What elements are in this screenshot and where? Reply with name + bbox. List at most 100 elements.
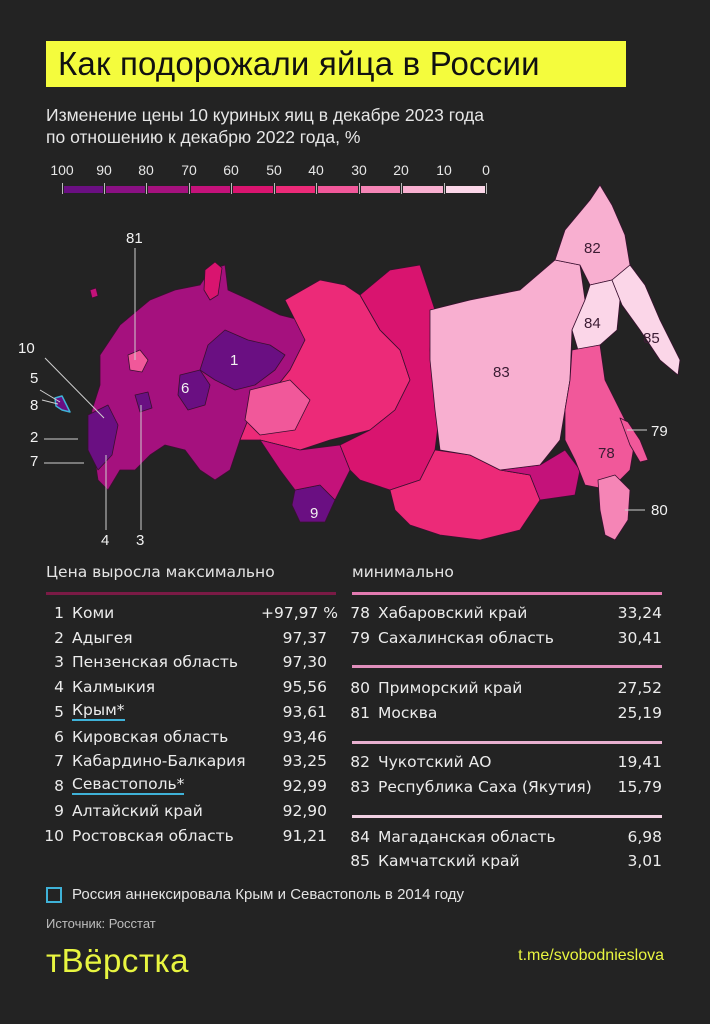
row-value: 25,19 bbox=[617, 704, 662, 722]
legend-tick-10: 10 bbox=[436, 162, 452, 178]
row-region: Алтайский край bbox=[72, 802, 203, 820]
row-rank: 4 bbox=[54, 678, 64, 696]
min-row: 78 Хабаровский край 33,24 bbox=[346, 602, 662, 624]
max-row: 9 Алтайский край 92,90 bbox=[40, 800, 327, 822]
row-value: 93,61 bbox=[282, 703, 327, 721]
legend-tick-mark bbox=[146, 183, 147, 194]
row-value: 92,90 bbox=[282, 802, 327, 820]
legend-swatch-80-90 bbox=[106, 186, 145, 193]
leader-10 bbox=[44, 357, 105, 419]
row-rank: 79 bbox=[350, 629, 370, 647]
legend-tick-mark bbox=[486, 183, 487, 194]
row-value: 19,41 bbox=[617, 753, 662, 771]
leader-8 bbox=[41, 399, 59, 405]
row-region: Москва bbox=[378, 704, 438, 722]
map-svg bbox=[39, 184, 681, 541]
legend-swatch-50-60 bbox=[233, 186, 273, 193]
region-moscow bbox=[127, 349, 149, 373]
legend-swatch-90-100 bbox=[64, 186, 103, 193]
map-label-6: 6 bbox=[181, 380, 190, 397]
legend-tick-0: 0 bbox=[482, 162, 490, 178]
map-label-80: 80 bbox=[651, 502, 668, 519]
legend-tick-mark bbox=[231, 183, 232, 194]
annexation-outline-icon bbox=[46, 886, 62, 903]
row-region: Приморский край bbox=[378, 679, 523, 697]
legend-tick-40: 40 bbox=[308, 162, 324, 178]
max-section-title: Цена выросла максимально bbox=[46, 563, 275, 581]
min-section-rule bbox=[352, 592, 662, 595]
channel-link[interactable]: t.me/svobodnieslova bbox=[518, 947, 664, 964]
min-row: 82 Чукотский АО 19,41 bbox=[346, 751, 662, 773]
row-rank: 81 bbox=[350, 704, 370, 722]
legend-tick-30: 30 bbox=[351, 162, 367, 178]
color-legend: 100 90 80 70 60 50 40 30 20 10 0 bbox=[44, 162, 494, 202]
map-label-78: 78 bbox=[598, 445, 615, 462]
subtitle-line-2: по отношению к декабрю 2022 года, % bbox=[46, 127, 361, 147]
map-label-3: 3 bbox=[136, 532, 145, 549]
legend-tick-60: 60 bbox=[223, 162, 239, 178]
max-row: 4 Калмыкия 95,56 bbox=[40, 676, 327, 698]
row-region-annexed: Севастополь* bbox=[72, 775, 185, 795]
row-region: Хабаровский край bbox=[378, 604, 528, 622]
region-south-siberia bbox=[259, 439, 351, 501]
row-rank: 1 bbox=[54, 604, 64, 622]
max-section-rule bbox=[46, 592, 336, 595]
row-value: 97,30 bbox=[282, 653, 327, 671]
row-value: 91,21 bbox=[282, 827, 327, 845]
legend-swatch-20-30 bbox=[361, 186, 400, 193]
row-region: Ростовская область bbox=[72, 827, 234, 845]
max-row: 8 Севастополь* 92,99 bbox=[40, 775, 327, 797]
subtitle-line-1: Изменение цены 10 куриных яиц в декабре … bbox=[46, 105, 485, 125]
legend-tick-90: 90 bbox=[96, 162, 112, 178]
row-region: Адыгея bbox=[72, 629, 133, 647]
legend-tick-mark bbox=[189, 183, 190, 194]
row-region: Магаданская область bbox=[378, 828, 556, 846]
row-value: 93,25 bbox=[282, 752, 327, 770]
region-magadan bbox=[571, 279, 621, 351]
legend-tick-mark bbox=[274, 183, 275, 194]
title-banner: Как подорожали яйца в России bbox=[46, 41, 626, 87]
map-label-79: 79 bbox=[651, 423, 668, 440]
row-region: Пензенская область bbox=[72, 653, 239, 671]
region-chukotka bbox=[554, 184, 631, 286]
row-region-annexed: Крым* bbox=[72, 701, 125, 721]
row-value: 33,24 bbox=[617, 604, 662, 622]
map-label-10: 10 bbox=[18, 340, 35, 357]
row-rank: 80 bbox=[350, 679, 370, 697]
max-row: 1 Коми +97,97 % bbox=[40, 602, 338, 624]
row-value: 3,01 bbox=[627, 852, 662, 870]
region-kaliningrad bbox=[89, 287, 99, 299]
row-value: 6,98 bbox=[627, 828, 662, 846]
legend-tick-mark bbox=[444, 183, 445, 194]
legend-swatch-60-70 bbox=[191, 186, 230, 193]
row-rank: 78 bbox=[350, 604, 370, 622]
row-rank: 10 bbox=[44, 827, 64, 845]
region-komi bbox=[199, 329, 286, 391]
max-row: 3 Пензенская область 97,30 bbox=[40, 651, 327, 673]
subtitle: Изменение цены 10 куриных яиц в декабре … bbox=[46, 104, 606, 148]
row-value: +97,97 % bbox=[260, 604, 338, 622]
region-tyumen bbox=[244, 379, 311, 436]
source-label: Источник: Росстат bbox=[46, 916, 156, 931]
row-region: Кабардино-Балкария bbox=[72, 752, 246, 770]
row-region: Калмыкия bbox=[72, 678, 156, 696]
row-value: 95,56 bbox=[282, 678, 327, 696]
region-krasnoyarsk bbox=[339, 264, 441, 491]
leader-5 bbox=[39, 389, 61, 403]
min-row: 79 Сахалинская область 30,41 bbox=[346, 627, 662, 649]
min-row: 80 Приморский край 27,52 bbox=[346, 677, 662, 699]
legend-tick-100: 100 bbox=[50, 162, 74, 178]
map-label-84: 84 bbox=[584, 315, 601, 332]
map-label-5: 5 bbox=[30, 370, 39, 387]
row-value: 15,79 bbox=[617, 778, 662, 796]
map-label-85: 85 bbox=[643, 330, 660, 347]
row-region: Республика Саха (Якутия) bbox=[378, 778, 592, 796]
max-row: 7 Кабардино-Балкария 93,25 bbox=[40, 750, 327, 772]
annexation-note-text: Россия аннексировала Крым и Севастополь … bbox=[72, 886, 465, 903]
row-rank: 6 bbox=[54, 728, 64, 746]
region-kirov bbox=[177, 369, 211, 411]
map-label-83: 83 bbox=[493, 364, 510, 381]
min-row: 81 Москва 25,19 bbox=[346, 702, 662, 724]
map-label-4: 4 bbox=[101, 532, 110, 549]
max-row: 6 Кировская область 93,46 bbox=[40, 726, 327, 748]
